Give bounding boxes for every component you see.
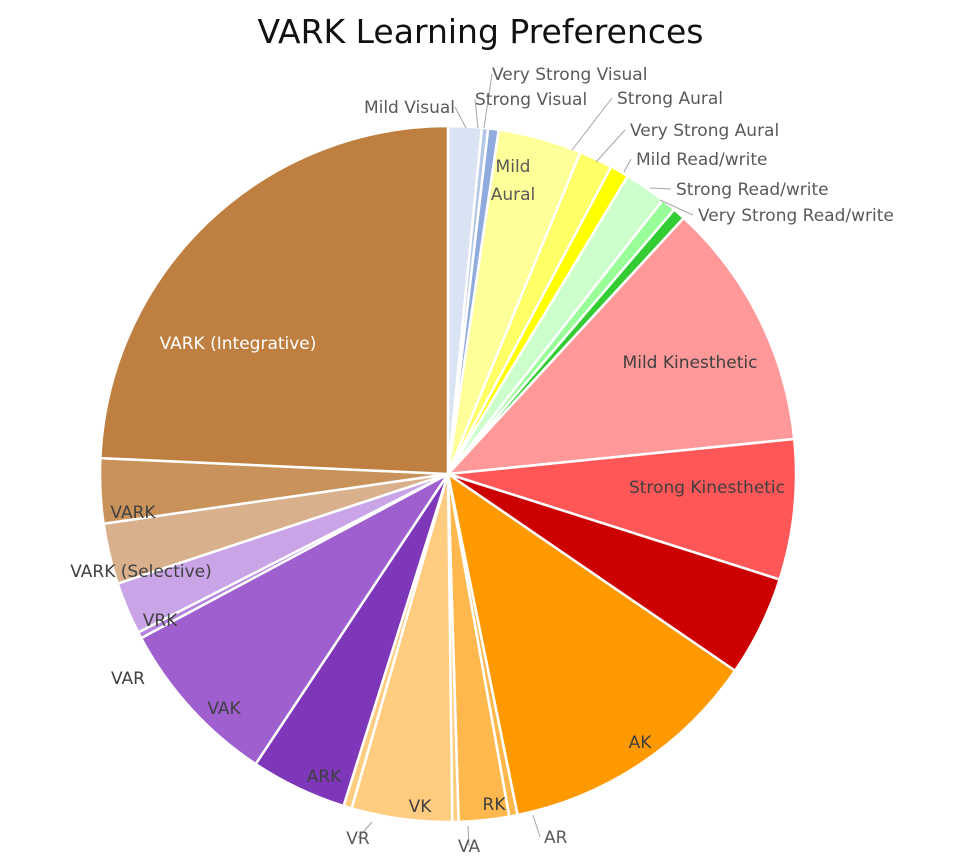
slice-label-21: VRK [143,611,178,631]
slice-label-9: Mild Kinesthetic [623,353,758,373]
slice-label-20: VAR [111,669,145,689]
pie-slice-10 [446,437,798,581]
slice-label-16: VK [409,797,433,817]
pie-slice-12 [446,472,737,817]
slice-label-5: Very Strong Aural [630,121,779,141]
leader-line-2 [474,98,479,129]
chart-title: VARK Learning Preferences [257,12,704,51]
slice-label-19: VAK [207,699,241,719]
slice-label-7: Strong Read/write [676,180,829,200]
slice-label-10: Strong Kinesthetic [629,478,785,498]
slice-label-18: ARK [307,767,342,787]
slice-label-0: Mild Visual [364,98,455,118]
slice-label-15: VA [458,837,481,857]
slice-label-12: AK [629,733,653,753]
pie-slice-19 [139,472,450,766]
slice-label-14: RK [483,795,507,815]
leader-line-8 [659,199,694,216]
slice-label-4: Strong Aural [617,89,723,109]
leader-line-6 [623,158,632,173]
leader-line-4 [571,97,613,151]
pie-slice-9 [446,216,796,476]
leader-line-17 [357,821,373,839]
leader-line-1 [483,73,493,129]
slice-label-3: Aural [491,185,536,205]
leader-line-7 [649,187,672,190]
leader-line-13 [532,814,541,838]
slice-label-13: AR [544,828,568,848]
leader-line-0 [454,106,467,129]
slice-label-1: Very Strong Visual [492,65,647,85]
slice-label-24: VARK (Integrative) [160,334,317,354]
slice-label-8: Very Strong Read/write [698,206,894,226]
leader-line-15 [467,825,470,847]
slice-label-22: VARK (Selective) [70,562,212,582]
slice-label-2: Strong Visual [475,90,587,110]
leader-line-5 [595,129,626,163]
pie-slice-24 [99,124,450,476]
slice-label-23: VARK [110,503,156,523]
slice-label-6: Mild Read/write [636,150,768,170]
slice-label-17: VR [346,829,370,849]
slice-label-3: Mild [496,157,531,177]
